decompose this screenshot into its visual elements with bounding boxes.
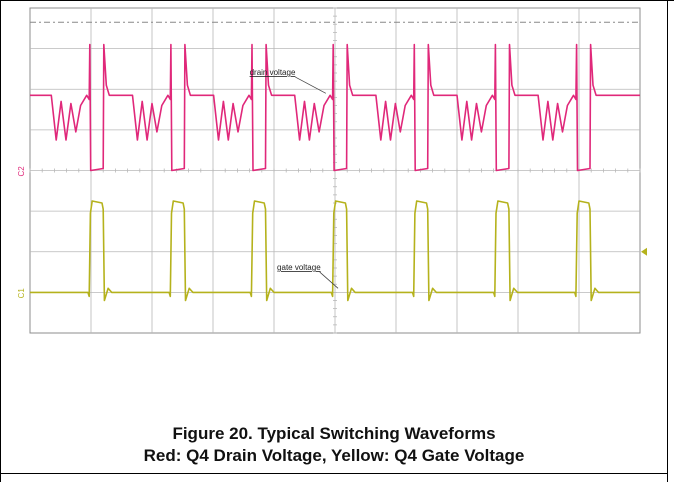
frame-bottom-border — [0, 473, 668, 474]
oscilloscope-chart: drain voltage gate voltage C2 C1 — [17, 7, 647, 334]
channel-1-marker: C1 — [17, 288, 26, 299]
frame-top-border — [0, 0, 674, 1]
frame-right-border — [667, 0, 668, 482]
figure-caption-legend: Red: Q4 Drain Voltage, Yellow: Q4 Gate V… — [143, 446, 525, 465]
waveforms — [30, 43, 640, 302]
gate-annotation-leader — [319, 271, 339, 289]
waveform-labels: drain voltage gate voltage C2 C1 — [17, 68, 339, 299]
gate-voltage-annotation: gate voltage — [277, 263, 321, 272]
trigger-level-marker — [641, 247, 647, 256]
channel-2-marker: C2 — [17, 166, 26, 177]
drain-voltage-trace — [30, 43, 640, 172]
figure-caption-title: Figure 20. Typical Switching Waveforms — [172, 424, 496, 443]
drain-annotation-leader — [295, 76, 327, 94]
drain-voltage-annotation: drain voltage — [250, 68, 296, 77]
frame-left-border — [0, 0, 1, 482]
gate-voltage-trace — [30, 200, 640, 302]
